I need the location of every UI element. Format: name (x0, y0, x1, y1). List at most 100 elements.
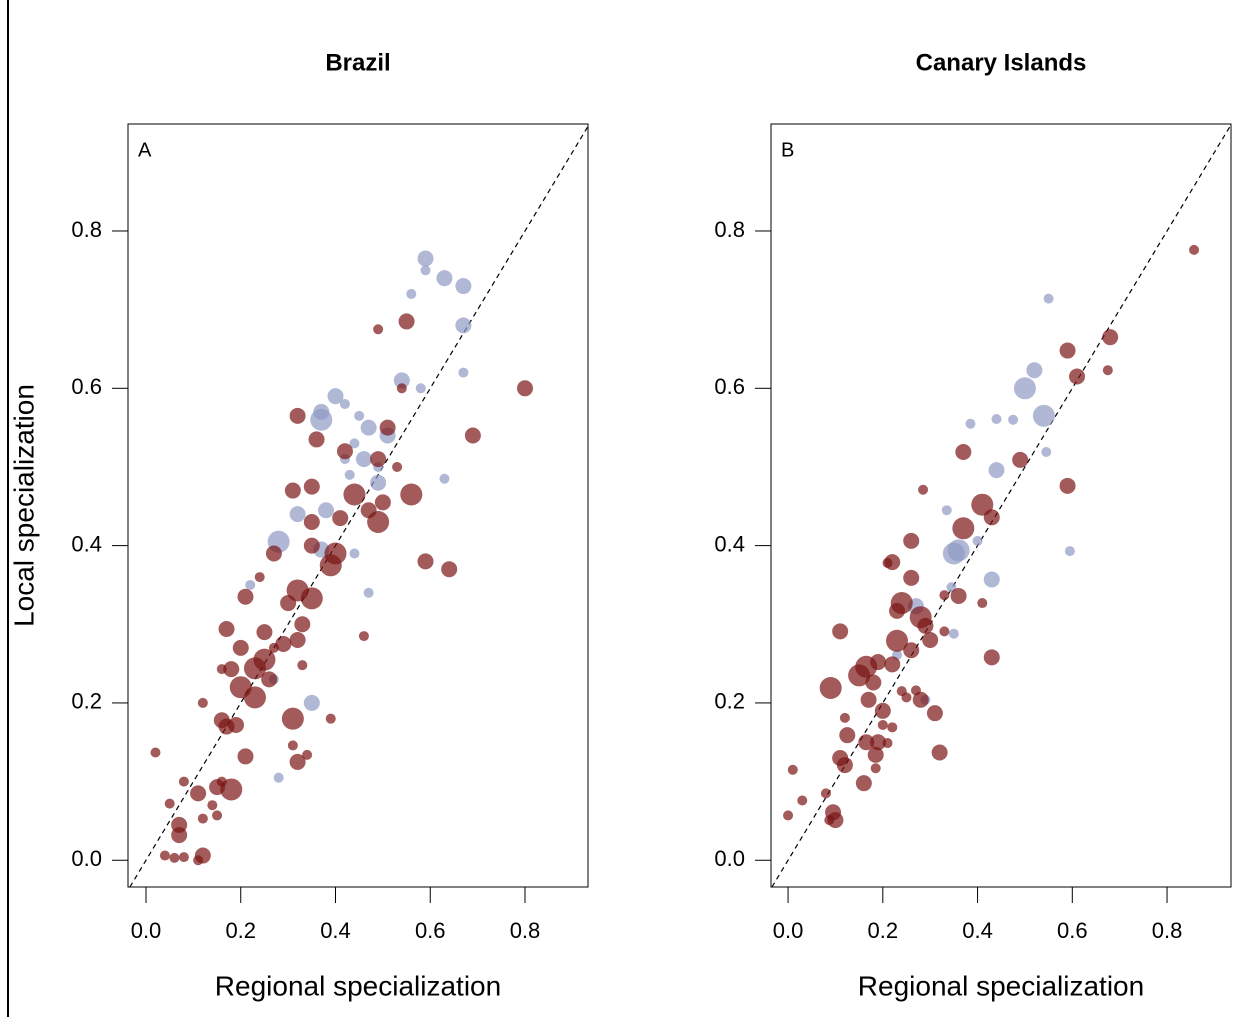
point (1102, 365, 1113, 376)
point (1059, 477, 1076, 494)
point (848, 664, 871, 687)
point (406, 288, 417, 299)
point (1013, 377, 1036, 400)
point (275, 635, 292, 652)
point (287, 740, 298, 751)
point (836, 757, 853, 774)
y-tick-label: 0.2 (71, 689, 102, 714)
point (983, 509, 1000, 526)
x-tick-label: 0.0 (131, 918, 162, 943)
point (286, 579, 309, 602)
point (952, 517, 975, 540)
x-tick-label: 0.6 (1057, 918, 1088, 943)
point (281, 707, 304, 730)
point (303, 694, 320, 711)
point (243, 657, 266, 680)
point (901, 692, 912, 703)
point (332, 510, 349, 527)
point (988, 462, 1005, 479)
point (1041, 447, 1052, 458)
point (832, 623, 849, 640)
point (355, 451, 372, 468)
point (360, 419, 377, 436)
point (839, 712, 850, 723)
point (358, 631, 369, 642)
point (903, 642, 920, 659)
point (903, 569, 920, 586)
point (516, 380, 533, 397)
point (178, 776, 189, 787)
point (289, 506, 306, 523)
point (1026, 362, 1043, 379)
point (971, 493, 994, 516)
point (1064, 546, 1075, 557)
point (1102, 329, 1119, 346)
point (289, 407, 306, 424)
x-tick-label: 0.8 (1152, 918, 1183, 943)
x-tick-label: 0.2 (225, 918, 256, 943)
point (855, 775, 872, 792)
point (950, 587, 967, 604)
point (983, 571, 1000, 588)
x-tick-label: 0.2 (868, 918, 899, 943)
point (313, 403, 330, 420)
point (169, 852, 180, 863)
x-tick-label: 0.4 (962, 918, 993, 943)
point (824, 815, 835, 826)
point (232, 639, 249, 656)
point (164, 798, 175, 809)
point (939, 590, 950, 601)
point (436, 270, 453, 287)
point (171, 827, 188, 844)
point (441, 561, 458, 578)
plot-frame (127, 123, 589, 888)
point (415, 383, 426, 394)
point (289, 753, 306, 770)
point (865, 674, 882, 691)
point (455, 278, 472, 295)
point (860, 691, 877, 708)
point (245, 579, 256, 590)
point (392, 461, 403, 472)
y-tick-label: 0.8 (714, 217, 745, 242)
point (926, 705, 943, 722)
point (319, 554, 342, 577)
y-tick-label: 0.4 (71, 531, 102, 556)
point (193, 855, 204, 866)
point (363, 587, 374, 598)
chart-title: Brazil (325, 49, 390, 76)
point (983, 649, 1000, 666)
point (216, 664, 227, 675)
x-tick-label: 0.6 (415, 918, 446, 943)
point (820, 788, 831, 799)
point (280, 595, 297, 612)
point (367, 511, 390, 534)
point (197, 697, 208, 708)
point (150, 747, 161, 758)
point (308, 431, 325, 448)
point (284, 482, 301, 499)
point (1008, 414, 1019, 425)
point (882, 557, 893, 568)
point (273, 772, 284, 783)
point (197, 813, 208, 824)
point (874, 702, 891, 719)
point (265, 545, 282, 562)
point (237, 588, 254, 605)
point (370, 474, 387, 491)
y-tick-label: 0.8 (71, 217, 102, 242)
point (455, 317, 472, 334)
point (190, 785, 207, 802)
point (464, 427, 481, 444)
point (297, 660, 308, 671)
point (797, 795, 808, 806)
y-tick-label: 0.6 (714, 374, 745, 399)
point (870, 763, 881, 774)
plot-frame (770, 123, 1232, 888)
point (1043, 293, 1054, 304)
point (349, 548, 360, 559)
point (398, 313, 415, 330)
point (948, 628, 959, 639)
point (344, 469, 355, 480)
x-axis-label: Regional specialization (858, 970, 1144, 1001)
